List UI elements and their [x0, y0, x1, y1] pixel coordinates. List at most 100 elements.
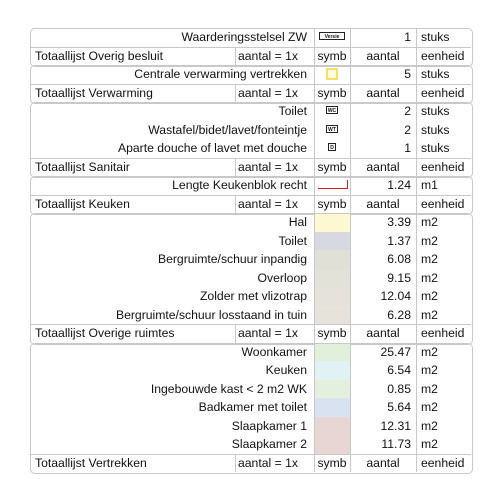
item-unit: m2	[421, 307, 438, 322]
item-value: 6.54	[387, 363, 411, 377]
symbol-cell	[314, 361, 350, 380]
item-value: 1	[404, 30, 411, 44]
item-value: 2	[404, 104, 411, 118]
column-divider	[314, 342, 315, 472]
total-aantal: aantal = 1x	[238, 326, 298, 340]
total-eenheid-header: eenheid	[421, 48, 465, 63]
item-unit: m2	[421, 381, 438, 396]
column-divider	[314, 102, 315, 176]
item-row: Bergruimte/schuur losstaand in tuin 6.28 m…	[0, 305, 500, 324]
item-unit: stuks	[421, 104, 450, 118]
symbol-cell	[314, 231, 350, 250]
item-label: Bergruimte/schuur losstaand in tuin	[115, 307, 307, 322]
total-aantal-header: aantal	[366, 196, 400, 211]
item-value: 3.39	[387, 215, 411, 229]
total-eenheid-header: eenheid	[421, 455, 465, 470]
color-swatch	[314, 435, 350, 454]
row-divider	[30, 324, 471, 325]
column-divider	[350, 342, 351, 472]
item-row: Toilet WC 2 stuks	[0, 102, 500, 121]
item-value: 12.04	[380, 289, 412, 303]
item-label: Wastafel/bidet/lavet/fonteintje	[148, 122, 307, 137]
item-label: Centrale verwarming vertrekken	[134, 67, 307, 81]
item-row: Ingebouwde kast < 2 m2 WK 0.85 m2	[0, 379, 500, 398]
color-swatch	[314, 250, 350, 269]
item-label: Woonkamer	[241, 344, 307, 359]
total-symb-header: symb	[317, 159, 347, 174]
item-label: Toilet	[278, 104, 307, 118]
total-label: Totaallijst Sanitair	[35, 159, 130, 174]
item-value: 5.64	[387, 400, 411, 414]
row-divider	[30, 46, 471, 48]
symbol-cell	[314, 435, 350, 454]
item-row: Toilet 1.37 m2	[0, 231, 500, 250]
column-divider	[235, 157, 236, 176]
total-aantal-header: aantal	[366, 455, 400, 470]
item-row: Slaapkamer 2 11.73 m2	[0, 435, 500, 454]
item-unit: m2	[421, 270, 438, 285]
total-aantal-header: aantal	[366, 48, 400, 63]
symbol-cell	[314, 305, 350, 324]
item-label: Slaapkamer 2	[231, 437, 307, 451]
legend-table: Waarderingsstelsel ZW Versie 1 stuks Totaall…	[0, 28, 500, 474]
color-swatch	[314, 416, 350, 435]
column-divider	[235, 83, 236, 102]
item-label: Overloop	[257, 270, 307, 285]
item-value: 0.85	[387, 381, 411, 396]
total-symb-header: symb	[317, 48, 347, 63]
item-label: Toilet	[278, 233, 307, 248]
item-row: Wastafel/bidet/lavet/fonteintje WT 2 stuks	[0, 121, 500, 140]
radiator-symbol	[326, 68, 338, 80]
item-value: 25.47	[380, 344, 412, 359]
symbol-cell	[314, 213, 350, 232]
color-swatch	[314, 268, 350, 287]
symbol-cell: Versie	[314, 28, 350, 47]
color-swatch	[314, 398, 350, 417]
total-aantal-header: aantal	[366, 159, 400, 174]
item-unit: m2	[421, 344, 438, 359]
item-unit: stuks	[421, 141, 450, 155]
item-row: Lengte Keukenblok recht 1.24 m1	[0, 176, 500, 195]
column-divider	[235, 324, 236, 343]
symbol-cell	[314, 65, 350, 84]
total-row: Totaallijst Keuken aantal = 1x symb aantal e…	[0, 195, 500, 214]
total-row: Totaallijst Overig besluit aantal = 1x sym…	[0, 47, 500, 66]
total-eenheid-header: eenheid	[421, 326, 465, 340]
item-row: Bergruimte/schuur inpandig 6.08 m2	[0, 250, 500, 269]
item-unit: m2	[421, 400, 438, 414]
item-unit: m2	[421, 437, 438, 451]
item-value: 5	[404, 67, 411, 81]
item-unit: stuks	[421, 30, 450, 44]
total-label: Totaallijst Verwarming	[35, 85, 153, 100]
total-row: Totaallijst Verwarming aantal = 1x symb aan…	[0, 84, 500, 103]
total-aantal-header: aantal	[366, 326, 400, 340]
total-aantal-header: aantal	[366, 85, 400, 100]
item-unit: m2	[421, 233, 438, 248]
color-swatch	[314, 231, 350, 250]
item-label: Hal	[288, 215, 307, 229]
item-row: Centrale verwarming vertrekken 5 stuks	[0, 65, 500, 84]
item-value: 1	[404, 141, 411, 155]
symbol-cell	[314, 379, 350, 398]
row-divider	[30, 194, 471, 196]
total-eenheid-header: eenheid	[421, 159, 465, 174]
total-eenheid-header: eenheid	[421, 196, 465, 211]
item-value: 1.37	[387, 233, 411, 248]
color-swatch	[314, 342, 350, 361]
item-unit: m2	[421, 289, 438, 303]
item-unit: m2	[421, 252, 438, 266]
total-aantal: aantal = 1x	[238, 85, 298, 100]
symbol-cell: WT	[314, 121, 350, 140]
item-value: 11.73	[381, 437, 411, 451]
total-symb-header: symb	[317, 455, 347, 470]
symbol-cell: D	[314, 139, 350, 158]
item-row: Slaapkamer 1 12.31 m2	[0, 416, 500, 435]
item-value: 12.31	[380, 418, 412, 433]
total-row: Totaallijst Overige ruimtes aantal = 1x sy…	[0, 324, 500, 343]
color-swatch	[314, 213, 350, 232]
item-unit: m2	[421, 363, 438, 377]
item-value: 1.24	[387, 178, 411, 192]
symbol-cell	[314, 416, 350, 435]
symbol-cell	[314, 398, 350, 417]
